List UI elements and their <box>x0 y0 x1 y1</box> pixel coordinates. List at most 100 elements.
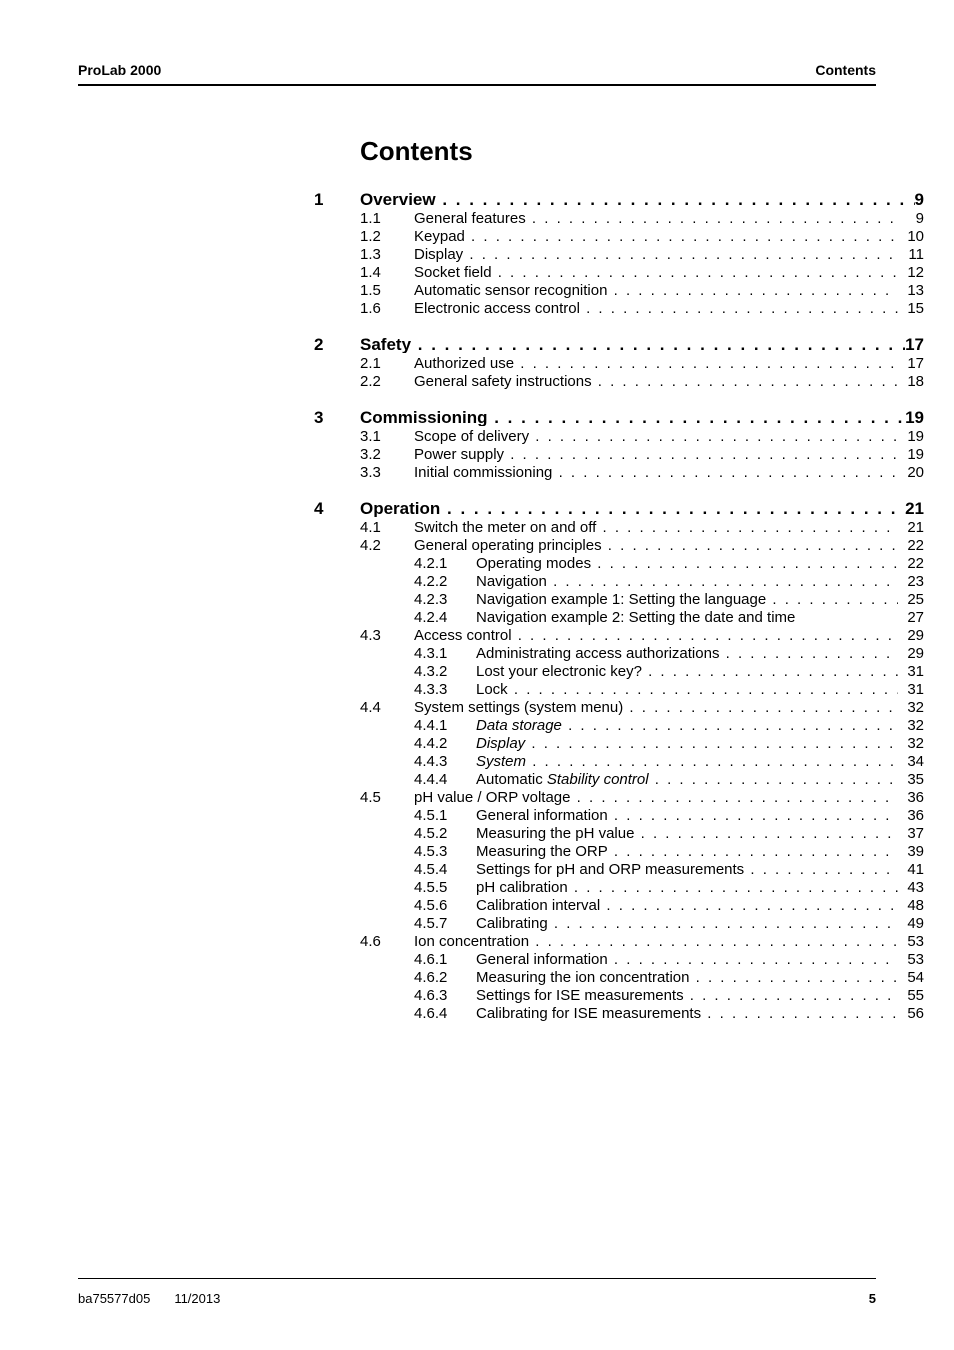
dot-leader: . . . . . . . . . . . . . . . . . . . . … <box>770 592 898 607</box>
chapter-title: Overview <box>360 191 440 208</box>
chapter-page: 9 <box>915 191 924 208</box>
toc-chapter-row: 4Operation . . . . . . . . . . . . . . .… <box>314 500 924 517</box>
subsection-number: 4.2.4 <box>414 610 476 625</box>
subsection-page: 36 <box>898 808 924 823</box>
dot-leader: . . . . . . . . . . . . . . . . . . . . … <box>566 718 898 733</box>
subsection-number: 4.5.5 <box>414 880 476 895</box>
subsection-page: 34 <box>898 754 924 769</box>
dot-leader: . . . . . . . . . . . . . . . . . . . . … <box>612 283 898 298</box>
subsection-title: Display <box>476 736 525 751</box>
section-title: Socket field <box>414 265 496 280</box>
dot-leader: . . . . . . . . . . . . . . . . . . . . … <box>557 465 898 480</box>
section-number: 4.5 <box>360 790 414 805</box>
toc-section-row: 1.6Electronic access control . . . . . .… <box>314 301 924 316</box>
toc-subsection-row: 4.2.3Navigation example 1: Setting the l… <box>314 592 924 607</box>
section-page: 19 <box>898 447 924 462</box>
section-number: 3.3 <box>360 465 414 480</box>
subsection-number: 4.5.3 <box>414 844 476 859</box>
chapter-title: Commissioning <box>360 409 492 426</box>
toc-chapter-row: 2Safety . . . . . . . . . . . . . . . . … <box>314 336 924 353</box>
section-number: 2.1 <box>360 356 414 371</box>
section-page: 15 <box>898 301 924 316</box>
toc-subsection-row: 4.2.1Operating modes . . . . . . . . . .… <box>314 556 924 571</box>
toc-section-row: 4.6Ion concentration . . . . . . . . . .… <box>314 934 924 949</box>
toc-subsection-row: 4.5.3Measuring the ORP . . . . . . . . .… <box>314 844 924 859</box>
section-number: 3.1 <box>360 429 414 444</box>
chapter-title: Operation <box>360 500 445 517</box>
subsection-title: Navigation <box>476 574 547 589</box>
subsection-title: Settings for ISE measurements <box>476 988 684 1003</box>
header-left: ProLab 2000 <box>78 62 161 78</box>
toc-body: 1Overview . . . . . . . . . . . . . . . … <box>314 191 924 1021</box>
toc-title: Contents <box>360 136 876 167</box>
dot-leader: . . . . . . . . . . . . . . . . . . . . … <box>445 500 905 517</box>
page-header: ProLab 2000 Contents <box>78 62 876 86</box>
section-page: 36 <box>898 790 924 805</box>
section-number: 4.3 <box>360 628 414 643</box>
subsection-page: 53 <box>898 952 924 967</box>
section-title: Ion concentration <box>414 934 533 949</box>
section-page: 21 <box>898 520 924 535</box>
section-page: 22 <box>898 538 924 553</box>
toc-section-row: 1.2Keypad . . . . . . . . . . . . . . . … <box>314 229 924 244</box>
dot-leader: . . . . . . . . . . . . . . . . . . . . … <box>530 211 898 226</box>
subsection-page: 35 <box>898 772 924 787</box>
section-title: Keypad <box>414 229 469 244</box>
section-page: 17 <box>898 356 924 371</box>
dot-leader: . . . . . . . . . . . . . . . . . . . . … <box>606 538 898 553</box>
subsection-page: 55 <box>898 988 924 1003</box>
toc-section-row: 2.2General safety instructions . . . . .… <box>314 374 924 389</box>
toc-section-row: 2.1Authorized use . . . . . . . . . . . … <box>314 356 924 371</box>
section-title: General safety instructions <box>414 374 596 389</box>
section-number: 4.1 <box>360 520 414 535</box>
subsection-title: Measuring the ORP <box>476 844 608 859</box>
section-page: 19 <box>898 429 924 444</box>
dot-leader: . . . . . . . . . . . . . . . . . . . . … <box>572 880 898 895</box>
dot-leader: . . . . . . . . . . . . . . . . . . . . … <box>627 700 898 715</box>
subsection-title: Measuring the ion concentration <box>476 970 689 985</box>
dot-leader: . . . . . . . . . . . . . . . . . . . . … <box>551 574 898 589</box>
toc-subsection-row: 4.5.7Calibrating . . . . . . . . . . . .… <box>314 916 924 931</box>
chapter-number: 2 <box>314 336 360 353</box>
subsection-page: 22 <box>898 556 924 571</box>
toc-section-row: 4.4System settings (system menu) . . . .… <box>314 700 924 715</box>
toc-section-row: 4.1Switch the meter on and off . . . . .… <box>314 520 924 535</box>
dot-leader: . . . . . . . . . . . . . . . . . . . . … <box>724 646 898 661</box>
section-title: Scope of delivery <box>414 429 533 444</box>
chapter-number: 1 <box>314 191 360 208</box>
subsection-number: 4.5.1 <box>414 808 476 823</box>
toc-subsection-row: 4.5.6Calibration interval . . . . . . . … <box>314 898 924 913</box>
page: ProLab 2000 Contents Contents 1Overview … <box>0 0 954 1350</box>
subsection-number: 4.4.2 <box>414 736 476 751</box>
toc-subsection-row: 4.6.1General information . . . . . . . .… <box>314 952 924 967</box>
toc-chapter-row: 3Commissioning . . . . . . . . . . . . .… <box>314 409 924 426</box>
subsection-number: 4.2.2 <box>414 574 476 589</box>
dot-leader: . . . . . . . . . . . . . . . . . . . . … <box>694 970 898 985</box>
toc-chapter-row: 1Overview . . . . . . . . . . . . . . . … <box>314 191 924 208</box>
chapter-title: Safety <box>360 336 416 353</box>
dot-leader: . . . . . . . . . . . . . . . . . . . . … <box>596 374 898 389</box>
toc-chapter: 1Overview . . . . . . . . . . . . . . . … <box>314 191 924 316</box>
subsection-page: 43 <box>898 880 924 895</box>
subsection-title: Data storage <box>476 718 562 733</box>
toc-subsection-row: 4.4.2Display . . . . . . . . . . . . . .… <box>314 736 924 751</box>
section-title: General operating principles <box>414 538 606 553</box>
subsection-number: 4.5.7 <box>414 916 476 931</box>
subsection-title: Settings for pH and ORP measurements <box>476 862 744 877</box>
section-page: 13 <box>898 283 924 298</box>
subsection-page: 31 <box>898 664 924 679</box>
toc-subsection-row: 4.5.2Measuring the pH value . . . . . . … <box>314 826 924 841</box>
subsection-page: 41 <box>898 862 924 877</box>
subsection-number: 4.4.3 <box>414 754 476 769</box>
subsection-page: 29 <box>898 646 924 661</box>
dot-leader: . . . . . . . . . . . . . . . . . . . . … <box>467 247 898 262</box>
subsection-title: Navigation example 1: Setting the langua… <box>476 592 766 607</box>
dot-leader: . . . . . . . . . . . . . . . . . . . . … <box>496 265 898 280</box>
subsection-title: System <box>476 754 526 769</box>
section-title: Display <box>414 247 467 262</box>
section-number: 1.2 <box>360 229 414 244</box>
section-number: 3.2 <box>360 447 414 462</box>
toc-section-row: 3.3Initial commissioning . . . . . . . .… <box>314 465 924 480</box>
subsection-page: 56 <box>898 1006 924 1021</box>
toc-subsection-row: 4.6.4Calibrating for ISE measurements . … <box>314 1006 924 1021</box>
